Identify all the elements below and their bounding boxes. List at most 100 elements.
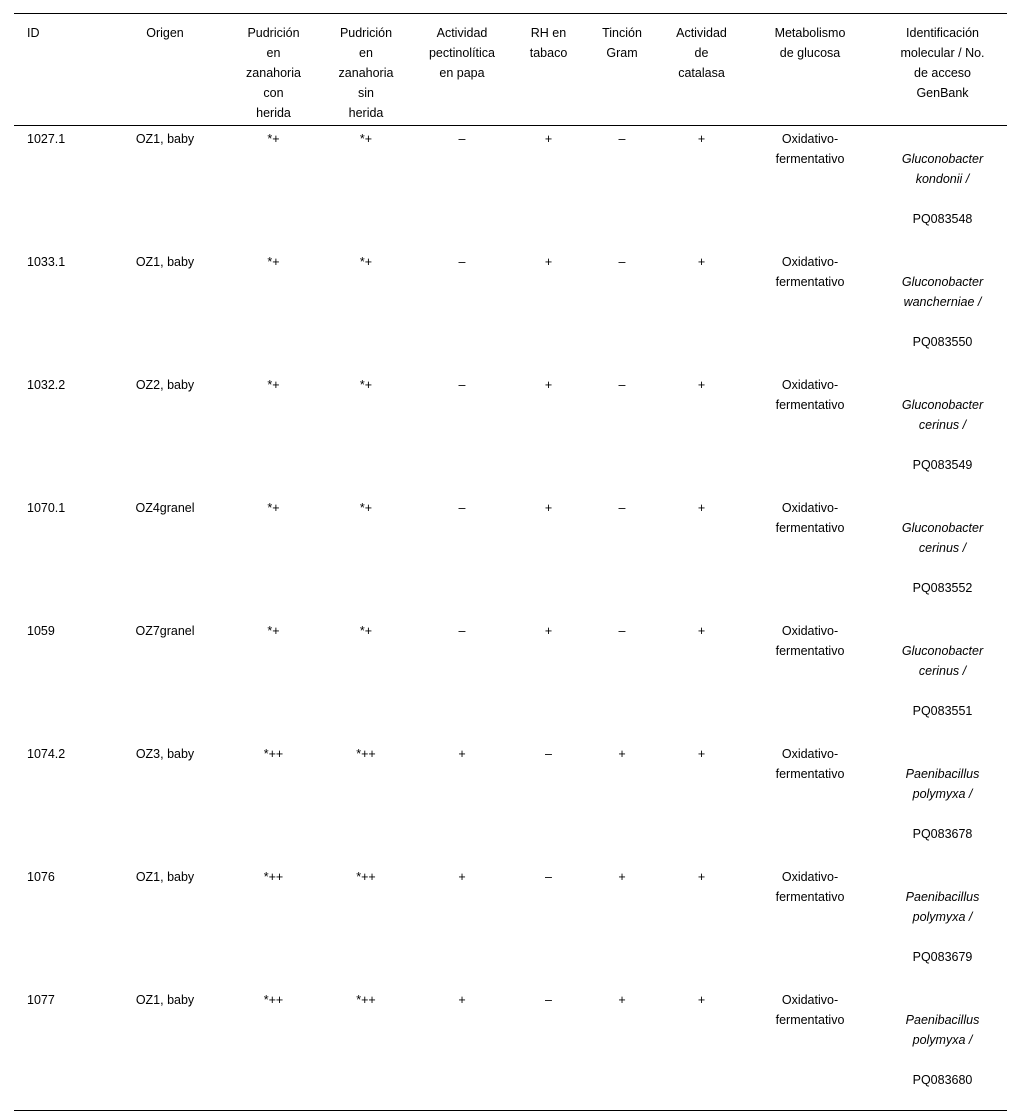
cell-pudricion-con-herida: *+: [267, 624, 280, 638]
species-name: Paenibacillus polymyxa /: [905, 890, 980, 924]
cell-identificacion-molecular: Gluconobacter wancherniae / PQ083550: [878, 249, 1007, 372]
table-row: 1076 OZ1, baby *++ *++ + – + + Oxidativo…: [14, 864, 1007, 987]
cell-pudricion-con-herida: *++: [263, 870, 284, 884]
cell-origen: OZ7granel: [135, 624, 195, 638]
table-row: 1070.1 OZ4granel *+ *+ – + – + Oxidativo…: [14, 495, 1007, 618]
species-name: Gluconobacter wancherniae /: [901, 275, 984, 309]
cell-identificacion-molecular: Paenibacillus polymyxa / PQ083679: [878, 864, 1007, 987]
cell-actividad-catalasa: +: [697, 255, 706, 269]
cell-pudricion-con-herida: *+: [267, 255, 280, 269]
cell-metabolismo-glucosa: Oxidativo- fermentativo: [775, 993, 845, 1027]
cell-pudricion-sin-herida: *+: [359, 378, 373, 392]
species-name: Paenibacillus polymyxa /: [905, 1013, 980, 1047]
cell-actividad-catalasa: +: [697, 378, 706, 392]
cell-rh-en-tabaco: +: [544, 132, 553, 146]
cell-actividad-catalasa: +: [697, 624, 706, 638]
genbank-accession: PQ083548: [912, 212, 973, 226]
table-header: ID Origen Pudrición en zanahoria con her…: [14, 13, 1007, 126]
cell-pudricion-sin-herida: *++: [356, 870, 376, 884]
cell-tincion-gram: –: [618, 501, 626, 515]
cell-rh-en-tabaco: +: [544, 624, 553, 638]
table-row: 1032.2 OZ2, baby *+ *+ – + – + Oxidativo…: [14, 372, 1007, 495]
col-header-pudricion-sin-herida: Pudrición en zanahoria sin herida: [322, 13, 410, 126]
cell-origen: OZ1, baby: [135, 993, 195, 1007]
table-row: 1077 OZ1, baby *++ *++ + – + + Oxidativo…: [14, 987, 1007, 1111]
cell-identificacion-molecular: Gluconobacter cerinus / PQ083552: [878, 495, 1007, 618]
cell-metabolismo-glucosa: Oxidativo- fermentativo: [775, 624, 845, 658]
species-name: Gluconobacter cerinus /: [901, 644, 984, 678]
cell-actividad-pectinolitica: –: [458, 501, 466, 515]
species-name: Paenibacillus polymyxa /: [905, 767, 980, 801]
cell-id: 1076: [27, 870, 55, 884]
cell-actividad-pectinolitica: –: [458, 624, 466, 638]
cell-pudricion-con-herida: *+: [267, 501, 280, 515]
genbank-accession: PQ083680: [912, 1073, 973, 1087]
cell-origen: OZ1, baby: [135, 255, 195, 269]
genbank-accession: PQ083551: [912, 704, 973, 718]
cell-tincion-gram: –: [618, 624, 626, 638]
cell-rh-en-tabaco: +: [544, 255, 553, 269]
col-header-pudricion-con-herida: Pudrición en zanahoria con herida: [225, 13, 322, 126]
genbank-accession: PQ083678: [912, 827, 973, 841]
species-name: Gluconobacter cerinus /: [901, 398, 984, 432]
cell-origen: OZ4granel: [135, 501, 195, 515]
cell-pudricion-con-herida: *++: [263, 747, 284, 761]
cell-origen: OZ2, baby: [135, 378, 195, 392]
genbank-accession: PQ083679: [912, 950, 973, 964]
cell-identificacion-molecular: Paenibacillus polymyxa / PQ083678: [878, 741, 1007, 864]
header-row: ID Origen Pudrición en zanahoria con her…: [14, 13, 1007, 126]
cell-id: 1027.1: [27, 132, 66, 146]
cell-metabolismo-glucosa: Oxidativo- fermentativo: [775, 870, 845, 904]
col-header-origen: Origen: [105, 13, 225, 126]
table-body: 1027.1 OZ1, baby *+ *+ – + – + Oxidativo…: [14, 126, 1007, 1111]
cell-actividad-catalasa: +: [697, 501, 706, 515]
cell-metabolismo-glucosa: Oxidativo- fermentativo: [775, 378, 845, 412]
cell-identificacion-molecular: Gluconobacter cerinus / PQ083551: [878, 618, 1007, 741]
col-header-metabolismo-glucosa: Metabolismo de glucosa: [742, 13, 878, 126]
cell-actividad-catalasa: +: [697, 132, 706, 146]
col-header-actividad-pectinolitica: Actividad pectinolítica en papa: [410, 13, 514, 126]
cell-actividad-catalasa: +: [697, 993, 706, 1007]
table-row: 1027.1 OZ1, baby *+ *+ – + – + Oxidativo…: [14, 126, 1007, 250]
cell-actividad-pectinolitica: +: [458, 747, 466, 761]
cell-rh-en-tabaco: –: [545, 870, 552, 884]
genbank-accession: PQ083552: [912, 581, 973, 595]
cell-actividad-catalasa: +: [697, 870, 706, 884]
cell-tincion-gram: +: [618, 870, 626, 884]
col-header-identificacion-molecular: Identificación molecular / No. de acceso…: [878, 13, 1007, 126]
cell-pudricion-sin-herida: *+: [359, 501, 373, 515]
cell-rh-en-tabaco: –: [545, 993, 552, 1007]
cell-tincion-gram: +: [618, 993, 626, 1007]
cell-id: 1070.1: [27, 501, 66, 515]
cell-identificacion-molecular: Gluconobacter cerinus / PQ083549: [878, 372, 1007, 495]
cell-actividad-pectinolitica: +: [458, 993, 466, 1007]
cell-id: 1032.2: [27, 378, 66, 392]
cell-identificacion-molecular: Gluconobacter kondonii / PQ083548: [878, 126, 1007, 250]
cell-metabolismo-glucosa: Oxidativo- fermentativo: [775, 132, 845, 166]
cell-actividad-pectinolitica: –: [458, 132, 466, 146]
species-name: Gluconobacter cerinus /: [901, 521, 984, 555]
cell-pudricion-sin-herida: *++: [356, 993, 376, 1007]
cell-rh-en-tabaco: +: [544, 378, 553, 392]
cell-metabolismo-glucosa: Oxidativo- fermentativo: [775, 747, 845, 781]
cell-pudricion-con-herida: *++: [263, 993, 284, 1007]
cell-pudricion-sin-herida: *+: [359, 624, 373, 638]
species-name: Gluconobacter kondonii /: [901, 152, 984, 186]
cell-tincion-gram: –: [618, 378, 626, 392]
cell-identificacion-molecular: Paenibacillus polymyxa / PQ083680: [878, 987, 1007, 1111]
cell-pudricion-sin-herida: *+: [359, 132, 373, 146]
cell-rh-en-tabaco: –: [545, 747, 552, 761]
genbank-accession: PQ083549: [912, 458, 973, 472]
col-header-actividad-catalasa: Actividad de catalasa: [661, 13, 742, 126]
col-header-rh-en-tabaco: RH en tabaco: [514, 13, 583, 126]
cell-actividad-pectinolitica: –: [458, 255, 466, 269]
cell-pudricion-con-herida: *+: [267, 132, 280, 146]
cell-metabolismo-glucosa: Oxidativo- fermentativo: [775, 255, 845, 289]
table-row: 1074.2 OZ3, baby *++ *++ + – + + Oxidati…: [14, 741, 1007, 864]
cell-origen: OZ3, baby: [135, 747, 195, 761]
cell-rh-en-tabaco: +: [544, 501, 553, 515]
cell-tincion-gram: –: [618, 255, 626, 269]
table-row: 1033.1 OZ1, baby *+ *+ – + – + Oxidativo…: [14, 249, 1007, 372]
cell-pudricion-con-herida: *+: [267, 378, 280, 392]
table-row: 1059 OZ7granel *+ *+ – + – + Oxidativo- …: [14, 618, 1007, 741]
